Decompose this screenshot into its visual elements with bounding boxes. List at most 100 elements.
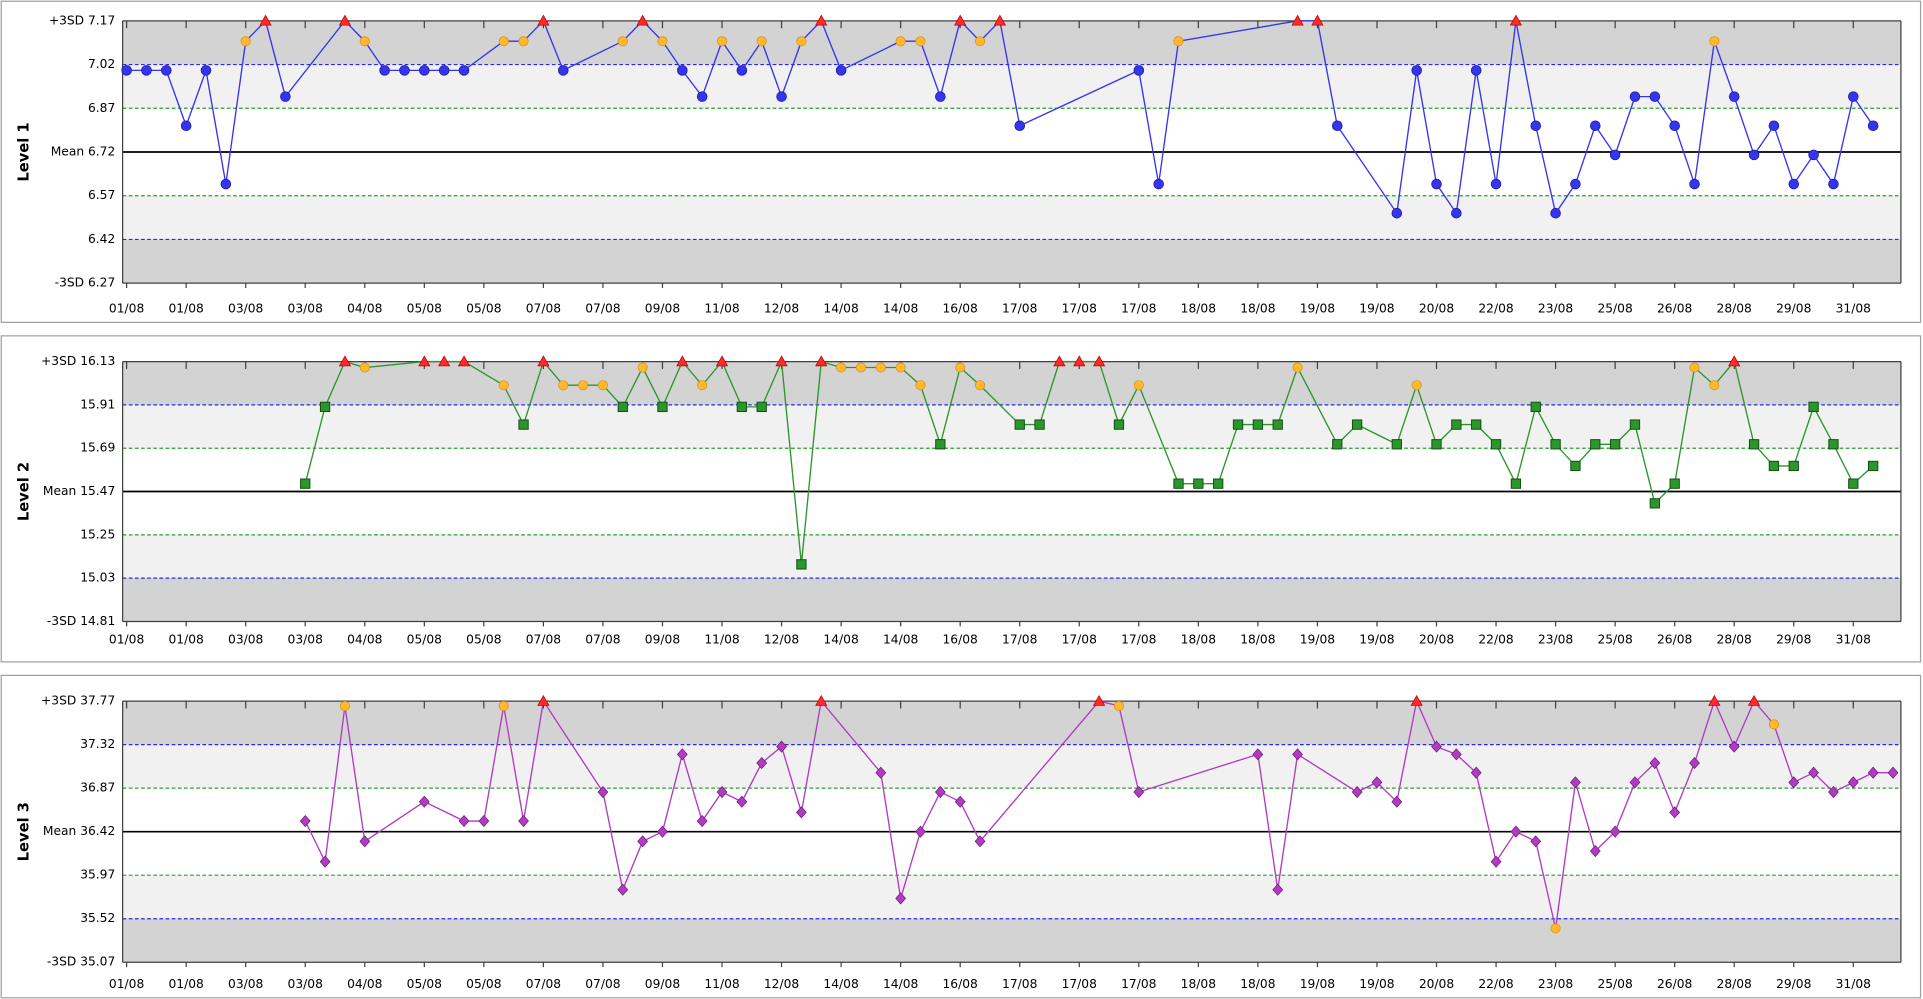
warning-marker xyxy=(915,36,926,47)
reject-marker xyxy=(338,355,352,367)
x-tick-label: 11/08 xyxy=(704,301,739,315)
point-marker xyxy=(200,65,212,76)
reject-marker xyxy=(1708,694,1721,706)
point-marker xyxy=(1867,766,1879,779)
point-marker xyxy=(796,559,807,570)
x-tick-label: 20/08 xyxy=(1419,301,1454,315)
point-marker xyxy=(1570,776,1581,789)
point-marker xyxy=(518,419,529,430)
sd-band xyxy=(122,701,1901,745)
point-marker xyxy=(1451,419,1462,430)
sd-band xyxy=(122,491,1901,535)
point-marker xyxy=(419,65,430,76)
warning-marker xyxy=(359,362,370,373)
y-tick-label: 36.87 xyxy=(80,781,115,795)
x-tick-label: 22/08 xyxy=(1478,632,1513,646)
point-marker xyxy=(1014,419,1025,430)
warning-marker xyxy=(855,362,866,373)
x-tick-label: 03/08 xyxy=(228,977,263,991)
point-marker xyxy=(736,795,748,808)
reject-marker xyxy=(1747,694,1761,706)
warning-marker xyxy=(339,700,350,711)
point-marker xyxy=(1887,766,1899,779)
y-tick-label: 6.57 xyxy=(88,188,115,202)
point-marker xyxy=(736,401,748,413)
warning-marker xyxy=(756,36,767,47)
point-marker xyxy=(1570,460,1581,472)
x-tick-label: 25/08 xyxy=(1597,632,1632,646)
sd-band xyxy=(122,918,1901,963)
point-marker xyxy=(1490,178,1502,190)
warning-marker xyxy=(974,380,986,391)
sd-band xyxy=(122,239,1901,284)
y-tick-label: +3SD 37.77 xyxy=(41,694,115,708)
point-marker xyxy=(796,806,807,819)
point-marker xyxy=(1391,439,1402,450)
warning-marker xyxy=(895,362,906,373)
x-tick-label: 25/08 xyxy=(1597,301,1632,315)
y-tick-label: 7.02 xyxy=(88,57,115,71)
x-tick-label: 14/08 xyxy=(883,977,918,991)
point-marker xyxy=(1510,478,1522,489)
point-marker xyxy=(637,835,649,848)
x-tick-label: 01/08 xyxy=(109,632,144,646)
reject-marker xyxy=(537,694,550,706)
y-tick-label: 35.52 xyxy=(80,911,115,925)
point-marker xyxy=(657,825,668,838)
point-marker xyxy=(935,439,946,450)
x-tick-label: 20/08 xyxy=(1419,632,1454,646)
point-marker xyxy=(1133,65,1145,76)
point-marker xyxy=(1629,91,1641,102)
point-marker xyxy=(1808,149,1819,161)
warning-marker xyxy=(1689,362,1700,373)
x-tick-label: 03/08 xyxy=(288,301,323,315)
reject-marker xyxy=(636,14,649,26)
x-tick-label: 04/08 xyxy=(347,632,382,646)
warning-marker xyxy=(836,362,847,373)
point-marker xyxy=(1808,766,1819,779)
y-tick-label: 6.87 xyxy=(88,101,115,115)
point-marker xyxy=(1232,419,1244,430)
point-marker xyxy=(1411,65,1422,76)
point-marker xyxy=(915,825,926,838)
reject-marker xyxy=(1509,14,1523,26)
point-marker xyxy=(1828,785,1839,799)
point-marker xyxy=(557,65,569,76)
x-tick-label: 28/08 xyxy=(1717,632,1752,646)
point-marker xyxy=(1014,120,1025,132)
point-marker xyxy=(696,91,708,102)
point-marker xyxy=(1728,91,1740,102)
control-chart: +3SD 7.17 7.02 6.87 Mean 6.72 6.57 6.42 -3SD 6… xyxy=(0,0,1922,323)
point-marker xyxy=(1768,460,1780,472)
point-marker xyxy=(974,835,986,848)
point-marker xyxy=(1649,498,1660,509)
y-tick-label: Mean 6.72 xyxy=(51,144,116,158)
point-marker xyxy=(954,795,966,808)
point-marker xyxy=(1590,120,1601,132)
sd-band xyxy=(122,788,1901,832)
sd-band xyxy=(122,831,1901,876)
point-marker xyxy=(1351,419,1363,430)
point-marker xyxy=(1828,439,1839,450)
point-marker xyxy=(1113,419,1125,430)
x-tick-label: 17/08 xyxy=(1002,977,1037,991)
point-marker xyxy=(300,478,311,489)
x-tick-label: 16/08 xyxy=(943,301,978,315)
point-marker xyxy=(935,91,946,102)
reject-marker xyxy=(954,14,967,26)
point-marker xyxy=(1034,419,1045,430)
point-marker xyxy=(1530,120,1542,132)
point-marker xyxy=(1828,178,1839,190)
point-marker xyxy=(1173,478,1184,489)
point-marker xyxy=(1788,178,1800,190)
x-tick-label: 19/08 xyxy=(1300,301,1335,315)
point-marker xyxy=(1649,91,1661,102)
point-marker xyxy=(617,883,629,896)
x-tick-label: 26/08 xyxy=(1657,632,1692,646)
point-marker xyxy=(1431,740,1442,753)
point-marker xyxy=(1371,776,1383,789)
warning-marker xyxy=(617,36,628,47)
x-tick-label: 05/08 xyxy=(466,977,501,991)
y-tick-label: 15.03 xyxy=(80,571,115,585)
